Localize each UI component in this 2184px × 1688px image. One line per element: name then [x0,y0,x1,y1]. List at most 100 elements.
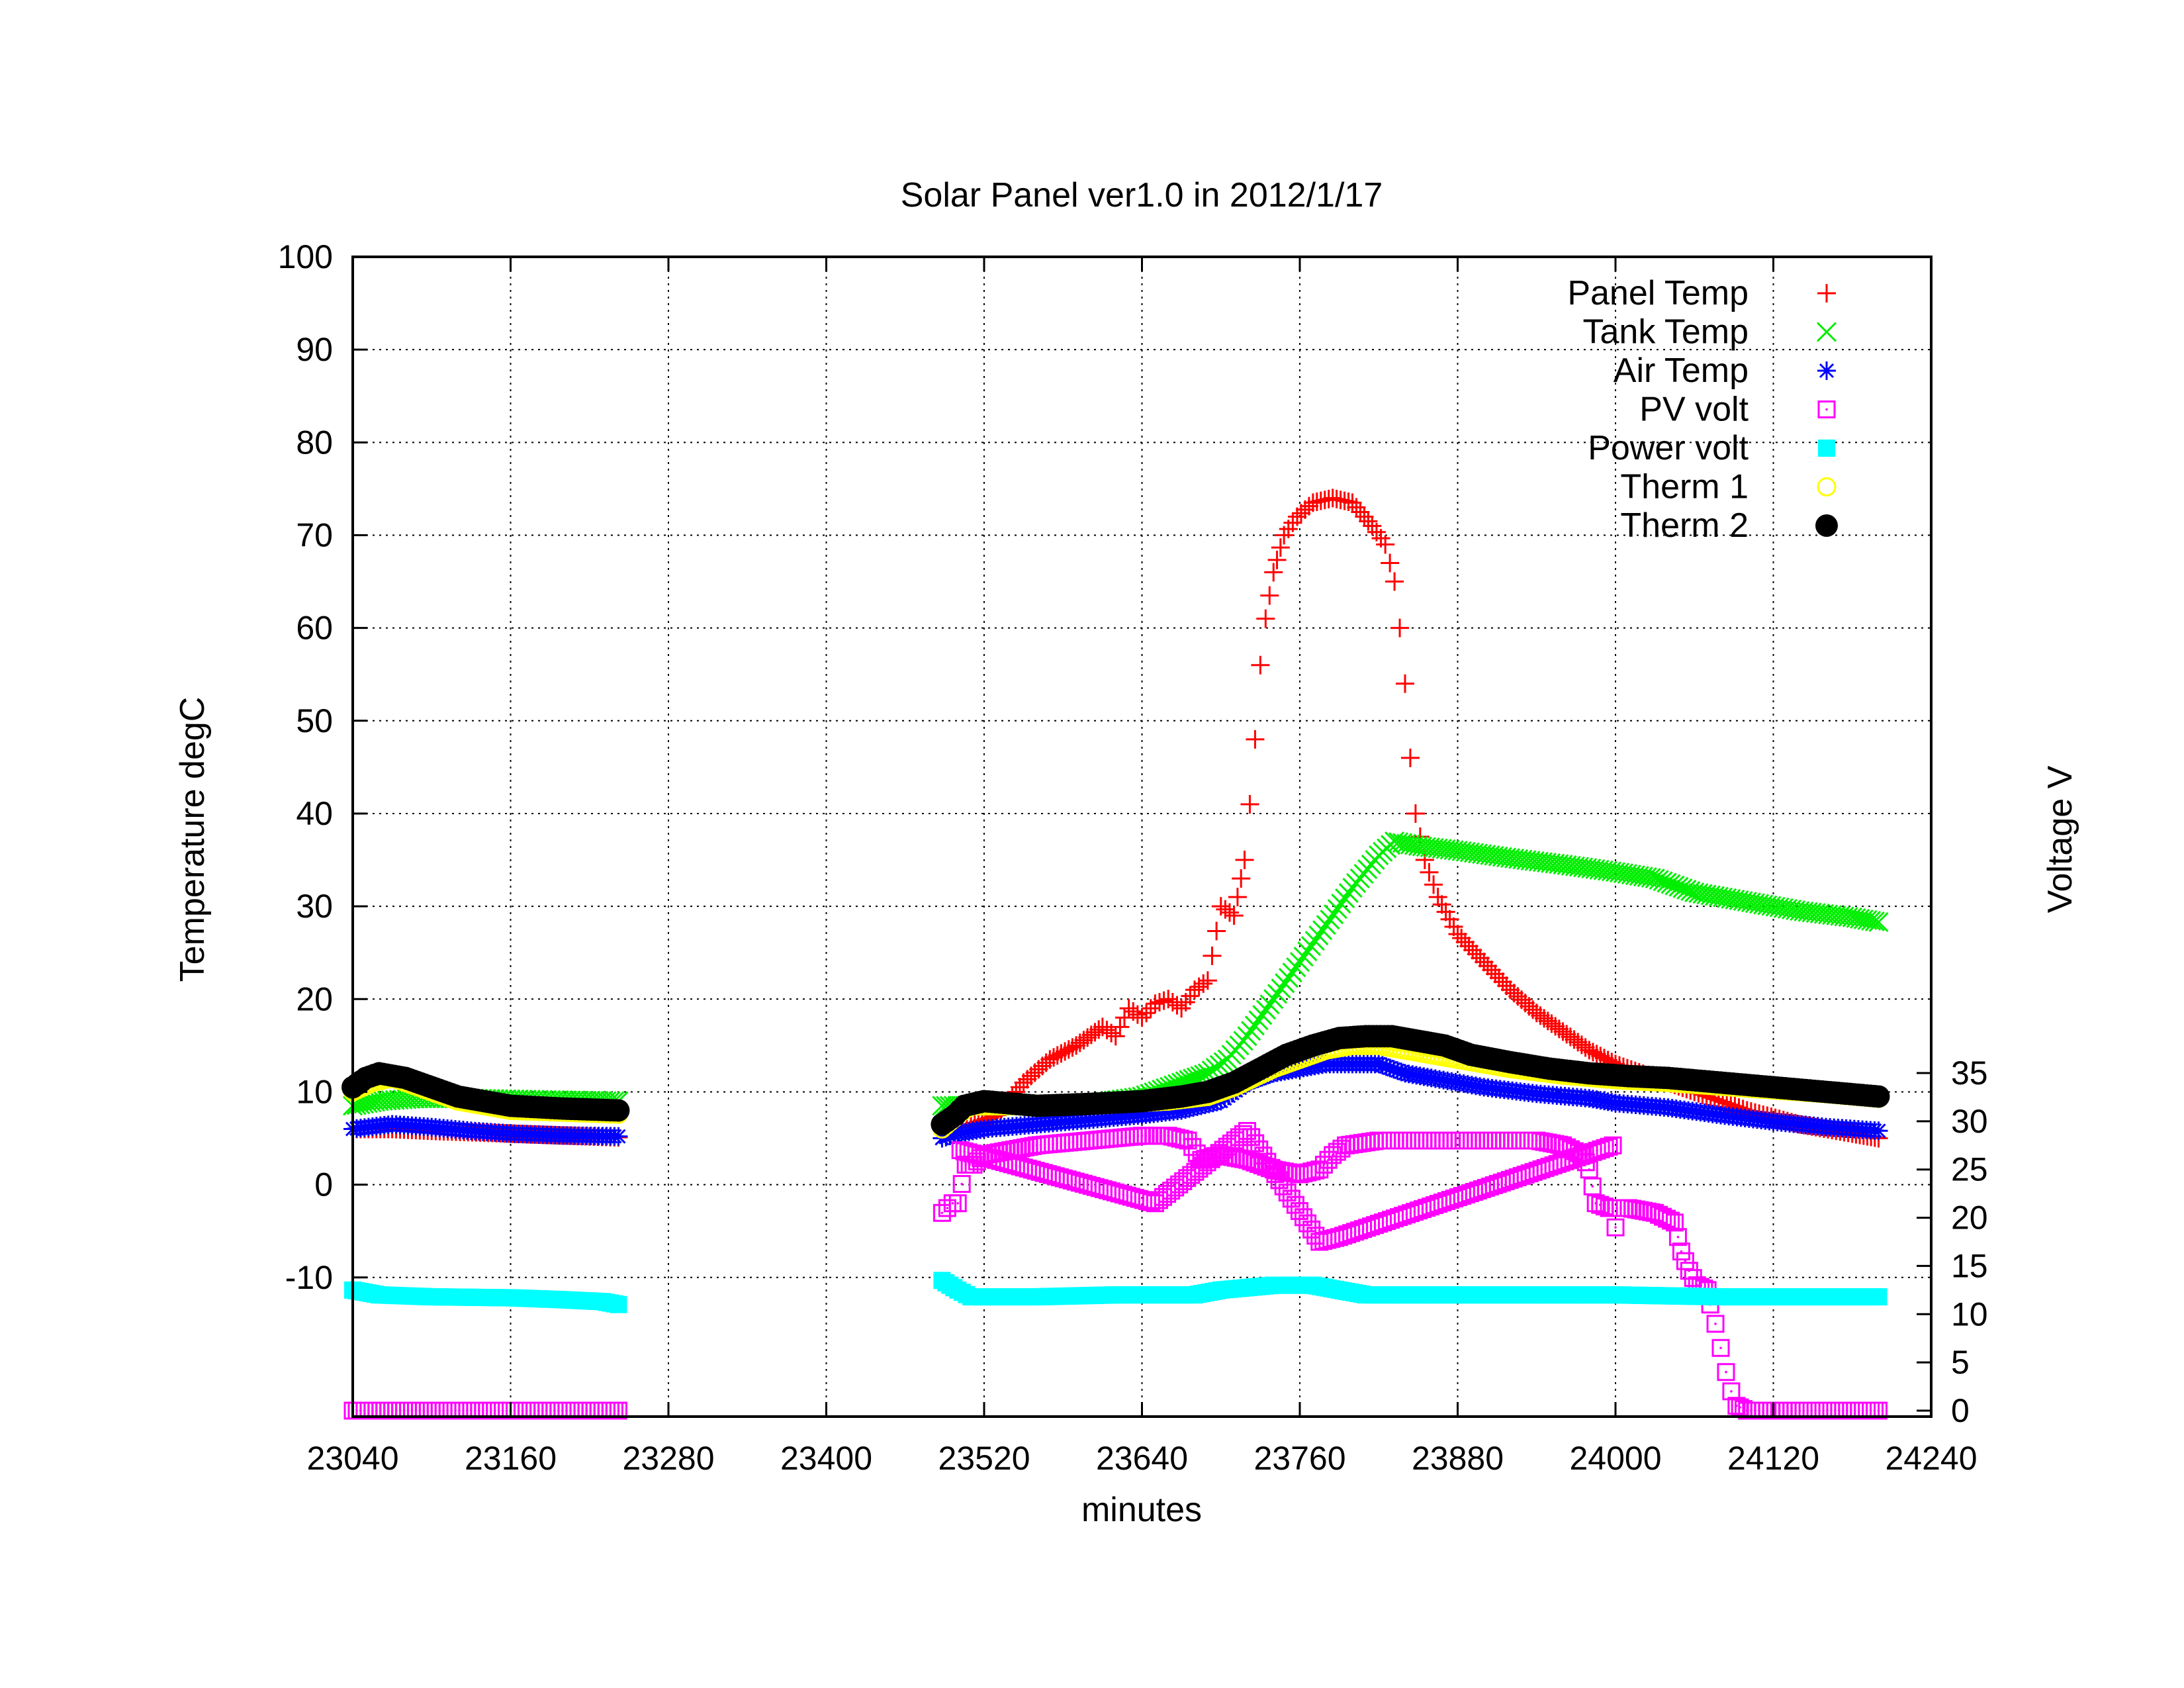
x-tick-label: 23640 [1096,1440,1188,1477]
data-point [1583,1043,1602,1062]
data-point [1300,936,1322,957]
data-point [1587,1045,1606,1064]
data-point [1267,984,1287,1004]
data-point [1861,910,1882,931]
data-point [1482,961,1501,980]
data-point [1729,890,1749,911]
data-point [1576,1038,1595,1057]
data-point [1475,953,1494,972]
data-point [1255,1000,1276,1020]
data-point [1753,894,1774,915]
data-point [1565,856,1585,876]
data-point [1260,586,1279,605]
data-point [1700,885,1721,906]
x-axis-label: minutes [1081,1491,1202,1529]
data-point [1565,1030,1584,1049]
data-point [1235,851,1254,870]
data-point [1553,854,1573,875]
data-point [1167,996,1187,1015]
data-point [1220,903,1239,922]
data-point [1381,1058,1400,1078]
data-point [1573,857,1594,878]
data-point [1275,973,1295,994]
data-point [1106,1027,1125,1046]
data-point [1385,572,1404,591]
data-point [1040,1050,1060,1069]
data-point [1432,895,1451,914]
data-point [1278,968,1299,988]
data-point [1583,1177,1602,1196]
data-point [1684,882,1705,903]
x-tick-label: 23160 [465,1440,557,1477]
data-point [1251,655,1270,675]
data-point [1198,971,1217,990]
data-point [1484,845,1504,866]
data-point [1486,964,1505,984]
data-point [938,1199,956,1217]
data-point [1725,889,1745,910]
y-tick-label: 90 [296,331,333,368]
legend-marker [1817,400,1836,418]
series-air-temp [343,1055,1888,1148]
data-point [1048,1046,1067,1065]
y-tick-label: 0 [314,1166,333,1203]
legend-marker [1815,514,1838,537]
data-point [1381,553,1400,573]
data-point [1373,1056,1392,1075]
x-tick-label: 23040 [306,1440,398,1477]
data-point [1078,1028,1097,1047]
data-point [1044,1048,1064,1067]
data-point [1248,1010,1269,1031]
data-point [1244,1015,1265,1036]
data-point [1489,968,1508,988]
legend-label: Panel Temp [1567,274,1749,312]
legend-label: Air Temp [1614,352,1749,390]
data-point [1228,888,1247,907]
data-point [1741,892,1761,913]
data-point [1781,899,1802,920]
legend-item: Therm 2 [1620,506,1838,545]
data-point [1237,1026,1257,1047]
data-point [1672,878,1693,898]
data-point [1696,884,1717,905]
data-point [933,1203,951,1222]
data-point [1538,1011,1557,1031]
data-point [1338,883,1359,904]
data-point [1304,931,1325,951]
data-point [1377,1057,1396,1076]
data-point [1271,538,1290,557]
legend-item: PV volt [1639,391,1836,429]
data-point [1111,1017,1130,1037]
data-point [1056,1042,1075,1061]
data-point [1535,1009,1554,1028]
data-point [1478,957,1497,976]
data-point [1312,920,1333,941]
data-point [1645,868,1665,889]
data-point [1668,876,1689,897]
data-point [1676,879,1697,900]
y2-tick-label: 35 [1951,1055,1988,1092]
data-point [1561,1027,1580,1047]
data-point [1706,1315,1725,1333]
data-point [1369,1055,1388,1074]
data-point [1711,1338,1730,1357]
y2-tick-label: 0 [1951,1392,1970,1429]
data-point [1606,1218,1625,1237]
data-point [1471,949,1490,968]
series-panel-temp [343,489,1888,1148]
y-axis-label: Temperature degC [173,697,212,982]
data-point [1440,910,1459,929]
data-point [1672,1243,1690,1261]
data-point [1864,911,1885,932]
data-point [1263,989,1284,1009]
data-point [1241,1021,1261,1041]
data-point [1468,843,1488,864]
data-point [1604,1136,1622,1154]
data-point [1733,890,1753,912]
data-point [1557,855,1577,875]
data-point [1657,872,1677,893]
data-point [1577,858,1598,878]
legend-item: Panel Temp [1567,274,1836,312]
legend-label: PV volt [1639,391,1749,429]
